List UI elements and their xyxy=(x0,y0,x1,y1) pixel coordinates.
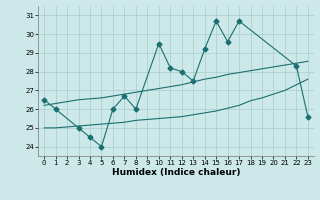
X-axis label: Humidex (Indice chaleur): Humidex (Indice chaleur) xyxy=(112,168,240,177)
